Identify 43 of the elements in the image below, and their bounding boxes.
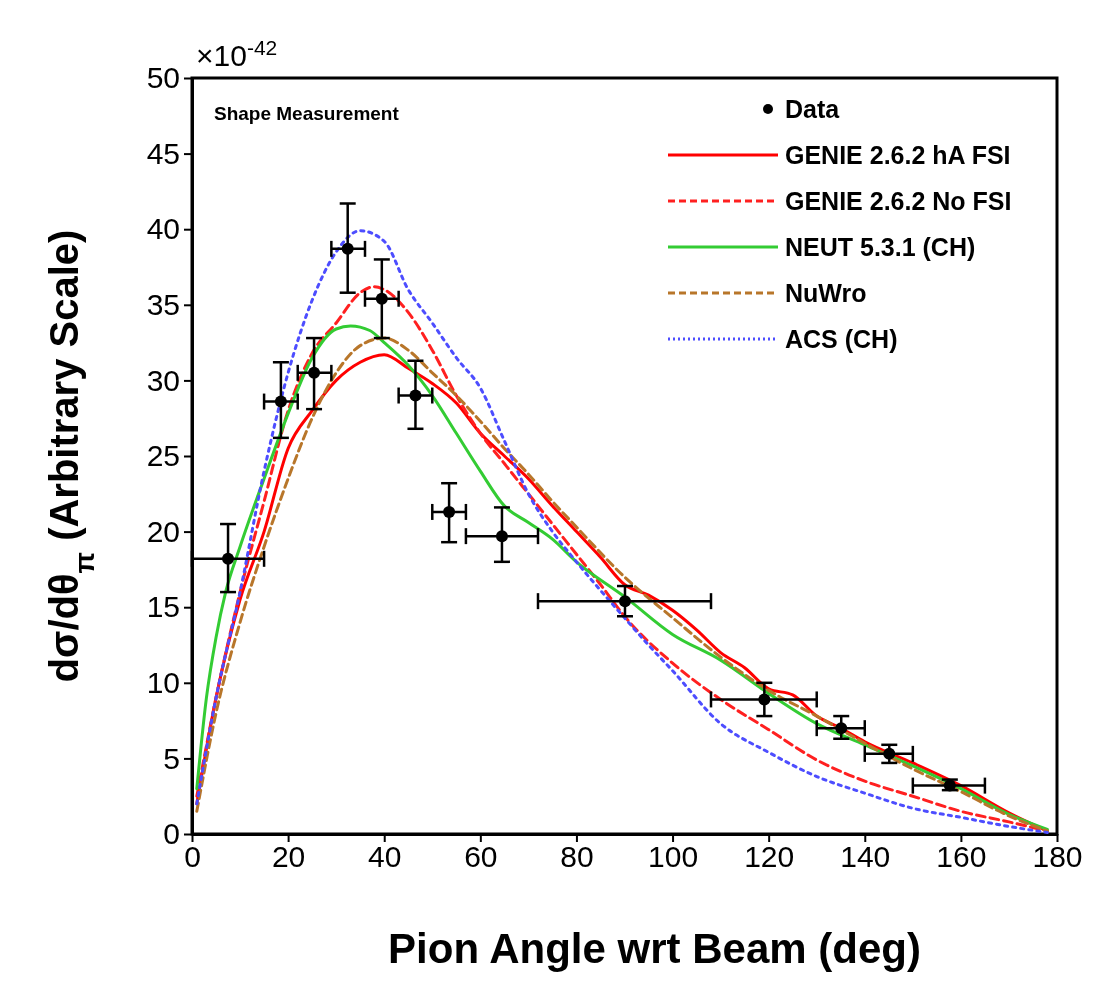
legend-label: ACS (CH) <box>785 325 898 353</box>
text: ×10$^{-42}$ <box>196 35 278 72</box>
x-tick-label: 80 <box>560 840 594 874</box>
y-tick-label: 30 <box>146 363 180 397</box>
x-tick-label: 100 <box>648 840 699 874</box>
x-tick-label: 20 <box>271 840 306 874</box>
annotation: Shape Measurement <box>214 103 400 124</box>
point <box>274 395 287 408</box>
point <box>308 366 321 379</box>
x-tick-label: 120 <box>744 840 795 874</box>
point <box>835 722 848 735</box>
point <box>618 595 631 608</box>
y-tick-label: 40 <box>146 212 180 246</box>
point <box>443 505 456 518</box>
legend-label: NuWro <box>785 279 867 307</box>
point <box>341 242 354 255</box>
y-tick-label: 5 <box>163 741 180 775</box>
x-tick-label: 0 <box>184 840 201 874</box>
y-tick-label: 25 <box>146 439 180 473</box>
legend-label: GENIE 2.6.2 hA FSI <box>785 141 1011 169</box>
legend-label: NEUT 5.3.1 (CH) <box>785 233 976 261</box>
x-tick-label: 40 <box>368 840 402 874</box>
y-tick-label: 35 <box>146 287 180 321</box>
x-tick-label: 180 <box>1032 840 1083 874</box>
y-tick-label: 0 <box>163 817 180 851</box>
x-tick-label: 60 <box>464 840 498 874</box>
point <box>758 693 771 706</box>
point <box>883 747 896 760</box>
y-tick-label: 15 <box>146 590 180 624</box>
point <box>943 779 956 792</box>
point <box>409 389 422 402</box>
y-tick-label: 45 <box>146 136 180 170</box>
y-tick-label: 20 <box>146 514 180 548</box>
x-tick-label: 160 <box>936 840 987 874</box>
point <box>495 530 508 543</box>
x-tick-label: 140 <box>840 840 891 874</box>
legend-label: GENIE 2.6.2 No FSI <box>785 187 1012 215</box>
y-tick-label: 10 <box>146 665 180 699</box>
x-axis-title: Pion Angle wrt Beam (deg) <box>388 925 921 972</box>
y-tick-label: 50 <box>146 61 180 95</box>
point <box>222 552 235 565</box>
legend-label: Data <box>785 95 841 123</box>
point <box>375 292 388 305</box>
